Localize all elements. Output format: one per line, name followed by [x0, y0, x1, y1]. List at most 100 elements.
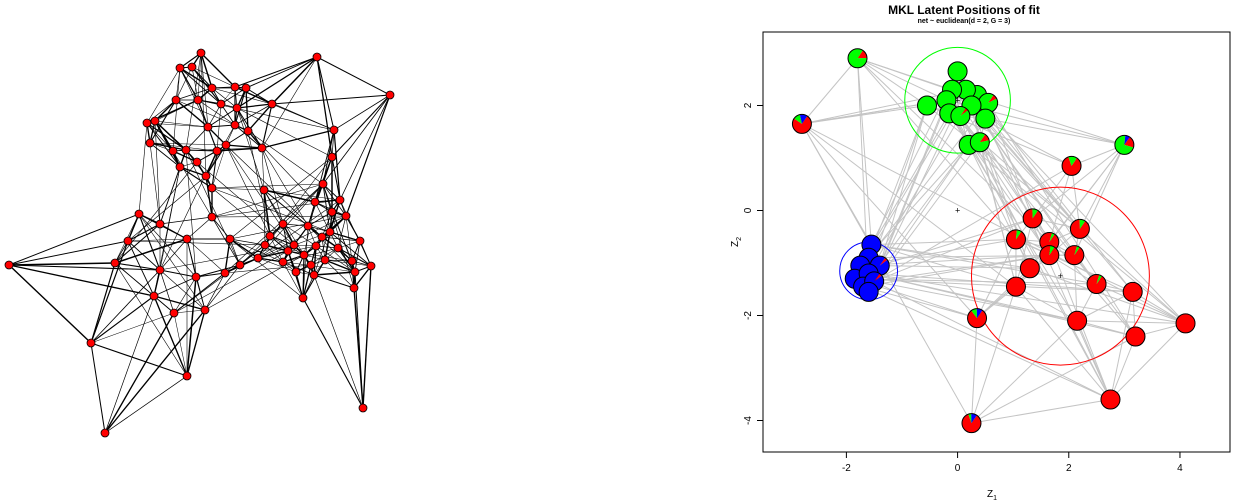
network-edge	[331, 156, 341, 201]
pie-slice	[1006, 277, 1026, 297]
x-axis-label: Z1	[987, 489, 997, 502]
network-edge	[239, 244, 266, 266]
network-node	[175, 63, 185, 73]
latent-edge	[873, 280, 1111, 400]
latent-edge	[874, 280, 1078, 322]
network-node	[212, 146, 222, 156]
network-edge	[175, 66, 193, 101]
pie-slice	[1176, 313, 1196, 333]
network-node	[278, 257, 288, 267]
network-edge	[172, 150, 241, 266]
latent-edge	[862, 254, 1050, 288]
network-edge	[236, 107, 333, 158]
pie-outline	[1005, 229, 1026, 250]
network-node	[196, 48, 206, 58]
network-node	[207, 183, 217, 193]
network-edge	[191, 66, 199, 101]
network-edge	[302, 297, 364, 409]
network-edge	[138, 213, 161, 271]
network-edge	[104, 375, 188, 434]
pie-outline	[969, 132, 990, 153]
pie-slice	[917, 96, 937, 115]
network-node	[311, 241, 321, 251]
cluster-center-marker: +	[1058, 271, 1063, 281]
pie-slice	[975, 109, 995, 129]
network-node	[86, 338, 96, 348]
network-node	[235, 260, 245, 270]
latent-edge	[1032, 144, 1125, 219]
pie-point	[847, 48, 868, 69]
latent-edge	[871, 238, 1016, 246]
network-edge	[236, 56, 318, 109]
network-node	[145, 138, 155, 148]
pie-outline	[950, 106, 971, 126]
network-node	[155, 219, 165, 229]
network-node	[150, 116, 160, 126]
network-edge	[345, 215, 353, 262]
latent-edge	[979, 142, 1017, 287]
x-tick-label: 2	[1066, 463, 1072, 474]
pie-point	[858, 281, 879, 302]
network-node	[230, 82, 240, 92]
network-edge	[225, 144, 271, 237]
network-edge	[90, 312, 175, 344]
pie-slice	[1006, 229, 1026, 249]
pie-slice	[1068, 156, 1077, 166]
network-node	[100, 428, 110, 438]
x-tick-label: -2	[842, 463, 851, 474]
chart-subtitle: net ~ euclidean(d = 2, G = 3)	[918, 18, 1011, 25]
network-node	[4, 260, 14, 270]
network-edge	[245, 87, 249, 132]
network-node	[253, 253, 263, 263]
latent-edge	[971, 399, 1111, 424]
network-edge	[333, 94, 391, 131]
network-node	[225, 234, 235, 244]
network-node	[366, 261, 376, 271]
network-edge	[229, 238, 266, 246]
network-edge	[321, 211, 333, 238]
network-node	[243, 126, 253, 136]
network-edge	[114, 238, 188, 264]
network-node	[310, 197, 320, 207]
pie-point	[1114, 134, 1135, 155]
pie-slice	[960, 108, 968, 116]
network-edge	[204, 254, 305, 311]
network-edge	[173, 250, 289, 314]
network-edge	[211, 187, 265, 191]
network-edge	[225, 144, 263, 149]
network-edge	[211, 187, 289, 252]
network-node	[299, 250, 309, 260]
network-node	[267, 99, 277, 109]
network-edge	[127, 175, 207, 242]
network-edge	[127, 240, 155, 297]
chart-title: MKL Latent Positions of fit	[888, 3, 1040, 17]
network-edge	[90, 342, 106, 434]
pie-outline	[847, 48, 868, 69]
latent-edge	[1015, 286, 1111, 400]
network-edge	[353, 265, 372, 289]
network-edge	[307, 211, 333, 227]
pie-slice	[967, 310, 987, 328]
network-node	[309, 270, 319, 280]
network-edge	[175, 99, 236, 126]
network-edge	[185, 149, 241, 266]
network-edge	[149, 99, 177, 144]
network-edge	[186, 309, 206, 377]
network-edge	[114, 262, 188, 377]
network-edge	[8, 264, 161, 271]
latent-edge	[857, 57, 928, 106]
network-edge	[154, 120, 209, 128]
network-edge	[197, 99, 209, 128]
network-edge	[90, 240, 129, 344]
network-node	[259, 185, 269, 195]
network-graph	[4, 48, 395, 438]
pie-point	[1039, 245, 1060, 266]
pie-slice	[1023, 208, 1043, 228]
network-edge	[205, 175, 213, 218]
cluster-center-marker: +	[955, 95, 960, 105]
network-node	[110, 258, 120, 268]
network-node	[327, 207, 337, 217]
pie-slice	[971, 308, 978, 319]
network-edge	[261, 147, 284, 225]
network-edge	[211, 150, 218, 189]
